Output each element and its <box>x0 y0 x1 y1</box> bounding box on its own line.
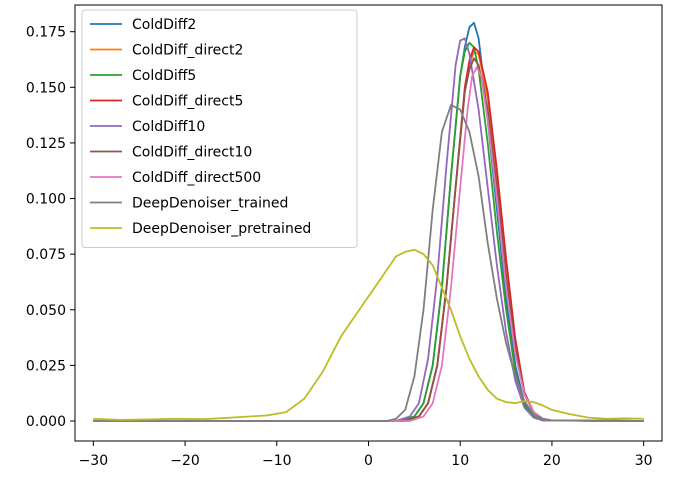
y-tick-label: 0.125 <box>26 136 66 152</box>
legend-label: ColdDiff_direct5 <box>132 94 243 110</box>
y-tick-label: 0.100 <box>26 192 66 208</box>
x-tick-label: −10 <box>262 453 292 469</box>
legend-label: DeepDenoiser_trained <box>132 196 288 212</box>
x-tick-label: 30 <box>635 453 653 469</box>
y-tick-label: 0.075 <box>26 247 66 263</box>
x-tick-label: 20 <box>543 453 561 469</box>
legend-label: ColdDiff_direct2 <box>132 43 243 59</box>
series-line-deepdenoiser-trained <box>93 104 644 422</box>
series-line-colddiff5 <box>93 41 644 422</box>
y-tick-label: 0.000 <box>26 414 66 430</box>
x-tick-label: 0 <box>364 453 373 469</box>
y-tick-label: 0.050 <box>26 303 66 319</box>
y-tick-label: 0.150 <box>26 80 66 96</box>
series-line-colddiff-direct500 <box>93 66 644 422</box>
legend-label: ColdDiff2 <box>132 17 196 33</box>
series-line-colddiff10 <box>93 37 644 422</box>
y-tick-label: 0.025 <box>26 358 66 374</box>
legend-label: ColdDiff5 <box>132 68 196 84</box>
x-tick-label: −20 <box>170 453 200 469</box>
y-tick-label: 0.175 <box>26 25 66 41</box>
x-tick-label: 10 <box>451 453 469 469</box>
legend-label: ColdDiff10 <box>132 119 205 135</box>
series-line-deepdenoiser-pretrained <box>93 248 644 421</box>
legend-label: DeepDenoiser_pretrained <box>132 221 311 237</box>
legend-label: ColdDiff_direct10 <box>132 145 252 161</box>
legend-label: ColdDiff_direct500 <box>132 170 261 186</box>
legend-box <box>81 9 358 248</box>
x-tick-label: −30 <box>79 453 109 469</box>
